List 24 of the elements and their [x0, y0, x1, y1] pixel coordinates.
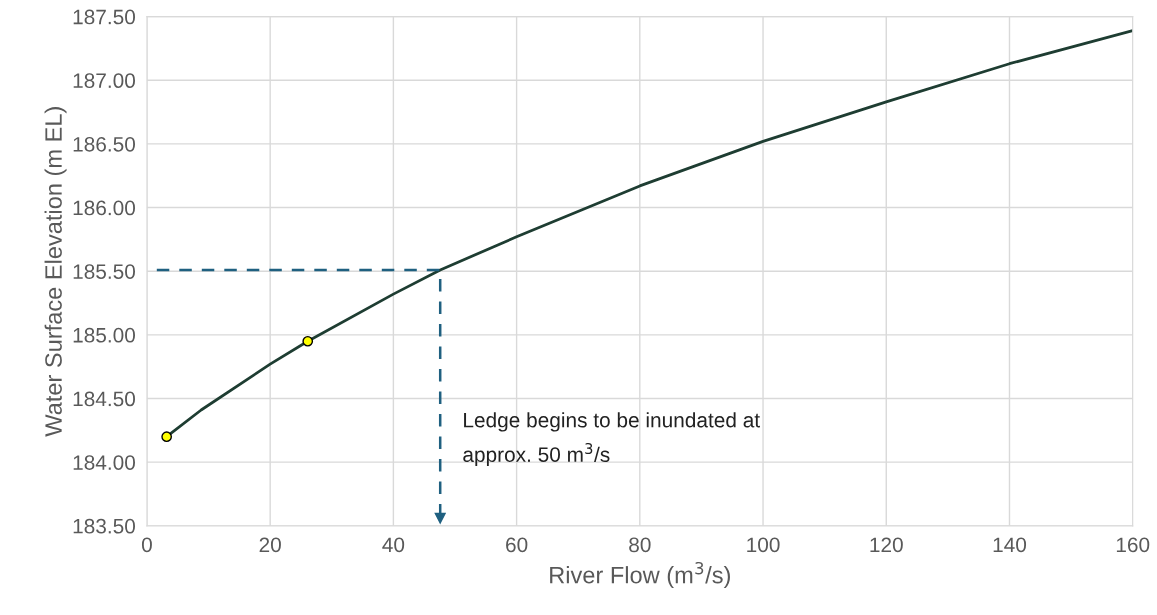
y-tick-label: 186.50 — [73, 136, 136, 152]
point — [161, 431, 173, 443]
y-tick-label: 183.50 — [73, 518, 136, 534]
point — [434, 512, 446, 524]
y-tick-label: 184.00 — [73, 455, 136, 470]
point — [302, 335, 314, 347]
x-tick-label: 20 — [259, 537, 281, 553]
x-tick-label: 80 — [629, 537, 651, 553]
x-tick-label: 0 — [141, 537, 152, 553]
x-tick-label: 140 — [993, 537, 1027, 553]
y-tick-label: 185.00 — [73, 327, 136, 343]
x-axis-title: River Flow (m$^{3}$/s) — [550, 561, 730, 589]
x-tick-label: 60 — [506, 537, 528, 553]
y-axis-title: Water Surface Elevation (m EL) — [44, 107, 67, 437]
y-tick-label: 185.50 — [73, 264, 136, 279]
y-tick-label: 184.50 — [73, 391, 136, 407]
y-tick-label: 187.50 — [73, 9, 136, 25]
x-tick-label: 40 — [382, 537, 405, 553]
x-tick-label: 120 — [870, 537, 903, 553]
x-tick-label: 100 — [747, 537, 780, 553]
y-tick-label: 187.00 — [73, 73, 136, 89]
x-tick-label: 160 — [1116, 537, 1150, 553]
y-tick-label: 186.00 — [73, 200, 136, 216]
annotation: Ledge begins to be inundated at approx. 50 m$^{3}$/s — [463, 412, 760, 467]
